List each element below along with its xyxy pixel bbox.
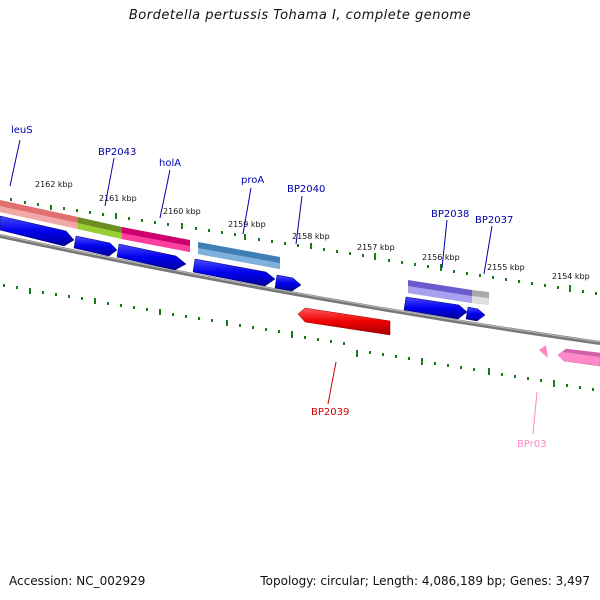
scale-label: 2154 kbp xyxy=(552,272,590,281)
scale-label: 2157 kbp xyxy=(357,243,395,252)
gene-BPr03-small[interactable] xyxy=(539,345,548,358)
cds-arrow[interactable] xyxy=(192,258,276,287)
cds-track xyxy=(0,215,486,322)
scale-label: 2156 kbp xyxy=(422,253,460,262)
cds-arrow[interactable] xyxy=(403,296,468,320)
gene-label-holA: holA xyxy=(159,158,181,169)
scale-track-upper xyxy=(10,198,597,295)
gene-label-BP2037: BP2037 xyxy=(475,215,513,226)
gene-track-colored xyxy=(0,200,489,305)
scale-track-lower xyxy=(3,284,594,391)
scale-label: 2159 kbp xyxy=(228,220,266,229)
genome-backbone xyxy=(0,234,600,345)
gene-label-BP2043: BP2043 xyxy=(98,147,136,158)
genome-title: Bordetella pertussis Tohama I, complete … xyxy=(128,8,472,23)
scale-label: 2160 kbp xyxy=(163,207,201,216)
scale-label: 2162 kbp xyxy=(35,180,73,189)
gene-label-BP2038: BP2038 xyxy=(431,209,469,220)
gene-label-BP2040: BP2040 xyxy=(287,184,325,195)
gene-label-proA: proA xyxy=(241,175,264,186)
gene-label-BPr03: BPr03 xyxy=(517,439,547,450)
genome-summary: Topology: circular; Length: 4,086,189 bp… xyxy=(260,574,590,588)
gene-BP2039[interactable] xyxy=(297,307,391,336)
gene-label-leuS: leuS xyxy=(11,125,33,136)
cds-arrow[interactable] xyxy=(73,235,118,257)
accession-label: Accession: NC_002929 xyxy=(9,574,146,588)
scale-label: 2161 kbp xyxy=(99,194,137,203)
label-leaders xyxy=(9,139,538,435)
gene-label-BP2039: BP2039 xyxy=(311,407,349,418)
scale-label: 2155 kbp xyxy=(487,263,525,272)
scale-label: 2158 kbp xyxy=(292,232,330,241)
cds-arrow[interactable] xyxy=(274,274,302,292)
cds-arrow[interactable] xyxy=(0,215,75,247)
cds-arrow[interactable] xyxy=(116,243,187,271)
cds-arrow[interactable] xyxy=(465,306,486,322)
